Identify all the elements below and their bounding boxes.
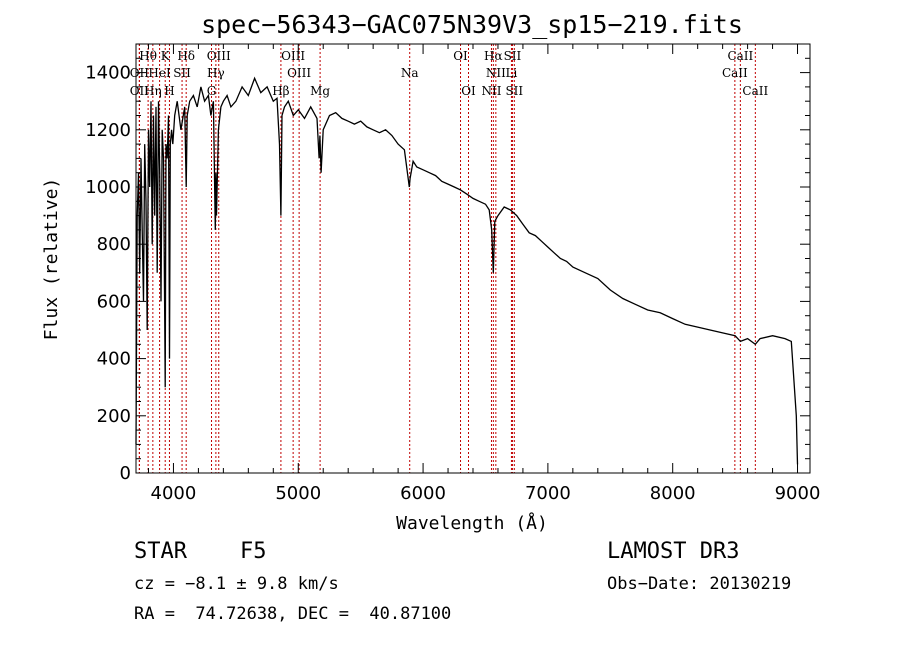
y-tick-label: 600: [97, 291, 131, 312]
line-label: Li: [506, 66, 518, 80]
line-label: Na: [401, 66, 419, 80]
line-label: K: [161, 49, 171, 63]
line-label: NII: [481, 84, 501, 98]
spectral-subclass: F5: [240, 539, 267, 564]
line-label: OI: [453, 49, 468, 63]
x-tick-label: 7000: [525, 483, 571, 504]
observation-date: Obs−Date: 20130219: [607, 574, 792, 594]
line-label: Mg: [310, 84, 330, 98]
plot-frame: [135, 43, 811, 474]
line-label: Hδ: [177, 49, 195, 63]
coordinates: RA = 74.72638, DEC = 40.87100: [134, 604, 452, 624]
line-label: Hη: [144, 84, 162, 98]
line-label: SII: [173, 66, 191, 80]
line-label: H: [164, 84, 174, 98]
x-axis-label: Wavelength (Å): [396, 512, 548, 534]
redshift-cz: cz = −8.1 ± 9.8 km/s: [134, 574, 339, 594]
y-tick-label: 400: [97, 349, 131, 370]
y-tick-label: 200: [97, 406, 131, 427]
line-label: SII: [505, 84, 523, 98]
y-tick-label: 0: [120, 463, 131, 484]
chart-title: spec−56343−GAC075N39V3_sp15−219.fits: [201, 10, 743, 39]
line-label: OIII: [207, 49, 231, 63]
line-label: OIII: [281, 49, 305, 63]
y-tick-label: 1400: [85, 63, 131, 84]
line-label: Hβ: [272, 84, 289, 98]
y-tick-label: 1200: [85, 120, 131, 141]
line-label: CaII: [742, 84, 768, 98]
line-label: Hθ: [139, 49, 157, 63]
line-label: OIII: [287, 66, 311, 80]
object-class: STAR: [134, 539, 187, 564]
line-label: OI: [461, 84, 476, 98]
x-tick-label: 6000: [400, 483, 446, 504]
line-label: OII: [130, 84, 150, 98]
x-tick-label: 5000: [275, 483, 321, 504]
axis-ticks: 4000 5000 6000 7000 8000 9000 0 200 400 600 800 100…: [85, 44, 820, 504]
line-label: Hγ: [207, 66, 225, 80]
y-tick-label: 1000: [85, 177, 131, 198]
spectral-line-markers: [138, 44, 756, 473]
y-tick-label: 800: [97, 234, 131, 255]
line-label: SII: [504, 49, 522, 63]
y-axis-label: Flux (relative): [41, 178, 62, 341]
x-tick-label: 8000: [650, 483, 696, 504]
line-label: G: [207, 84, 217, 98]
line-label: CaII: [722, 66, 748, 80]
line-label: HeI: [148, 66, 171, 80]
x-tick-label: 4000: [151, 483, 197, 504]
line-label: NII: [486, 66, 506, 80]
spectrum-line: [135, 76, 799, 465]
x-tick-label: 9000: [775, 483, 821, 504]
line-label: CaII: [727, 49, 753, 63]
line-label: Hα: [484, 49, 503, 63]
survey-name: LAMOST DR3: [607, 539, 740, 564]
